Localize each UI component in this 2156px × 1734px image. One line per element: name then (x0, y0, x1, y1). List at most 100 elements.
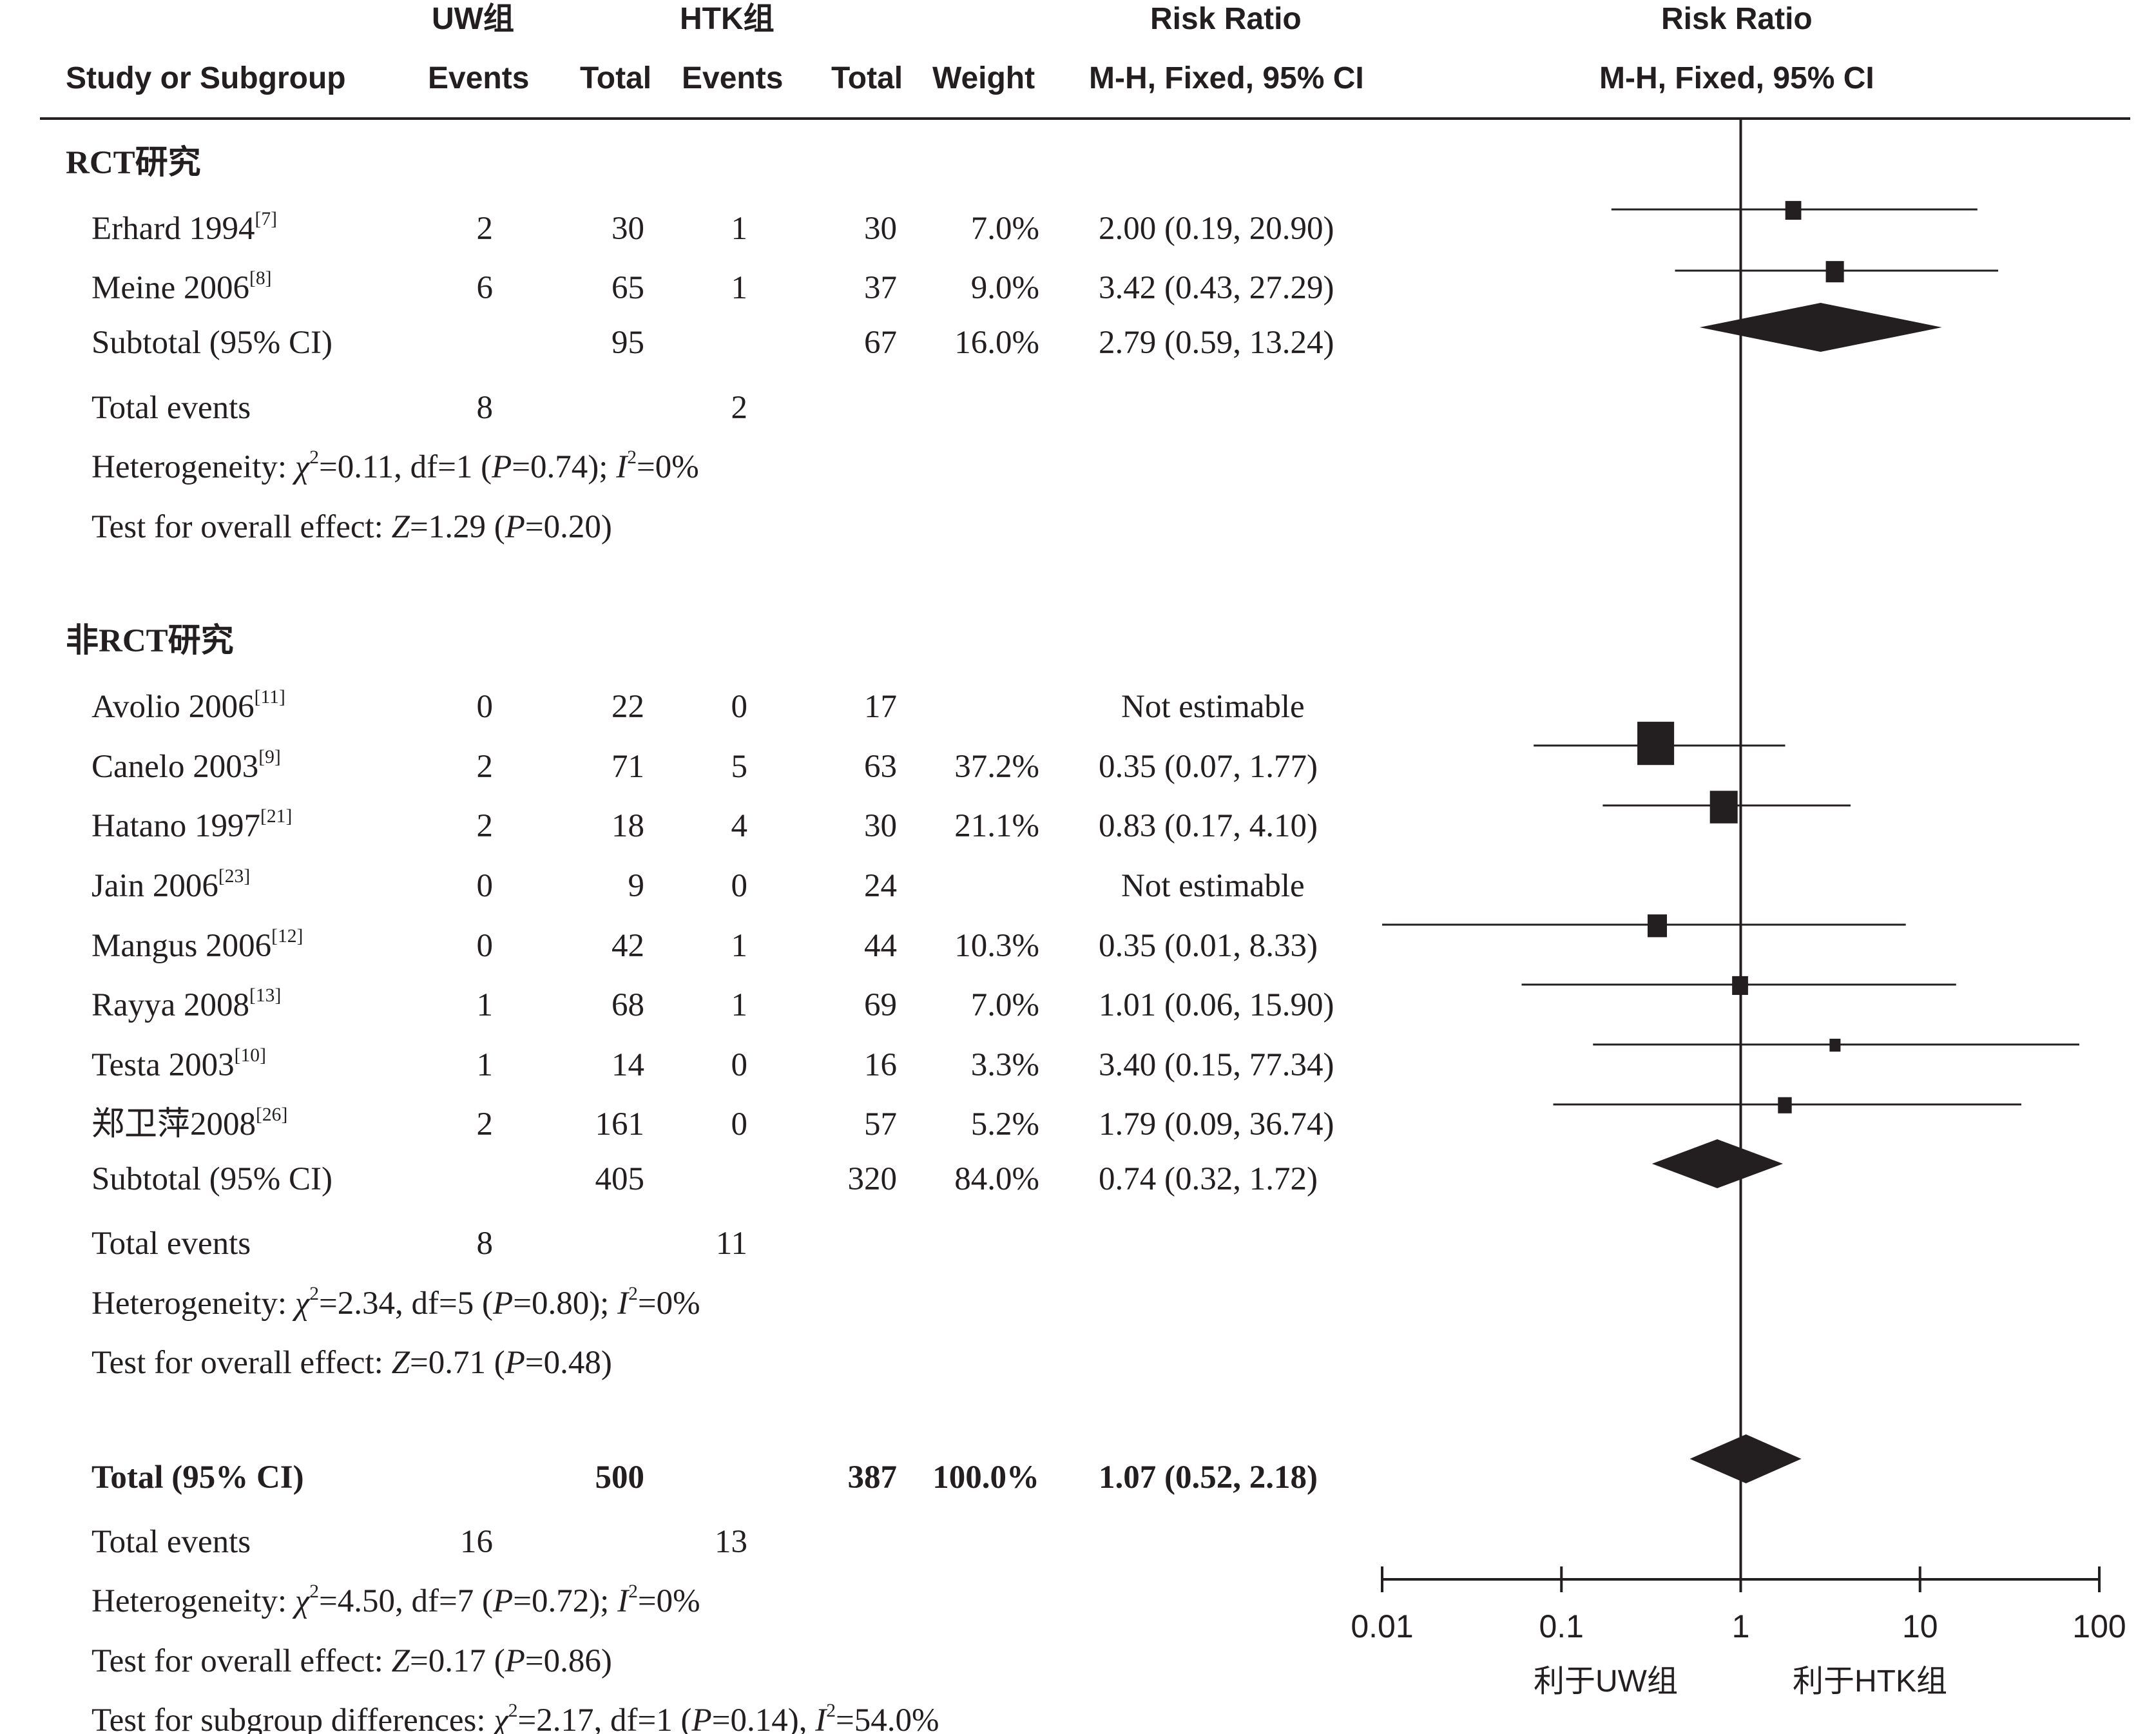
total-events2: 13 (715, 1524, 747, 1560)
events2-column-header: Events (682, 61, 784, 95)
ci-cell: 0.35 (0.07, 1.77) (1099, 749, 1318, 785)
subtotal-label: Subtotal (95% CI) (91, 325, 332, 361)
study-name: Hatano 1997[21] (91, 805, 293, 844)
heterogeneity-line: Heterogeneity: χ2=2.34, df=5 (P=0.80); I… (91, 1283, 700, 1322)
study-effect-square (1829, 1039, 1841, 1052)
events1-cell: 2 (476, 1106, 494, 1142)
study-reference: [12] (271, 925, 303, 947)
total1-cell: 68 (611, 987, 644, 1023)
study-effect-square (1732, 976, 1748, 996)
study-name: Rayya 2008[13] (91, 985, 282, 1023)
weight-cell: 7.0% (970, 987, 1039, 1023)
study-reference: [10] (234, 1045, 266, 1066)
group2-header: HTK组 (680, 2, 775, 36)
weight-cell: 10.3% (954, 928, 1039, 964)
events1-cell: 1 (476, 1047, 494, 1083)
study-name: Erhard 1994[7] (91, 208, 278, 247)
events2-cell: 1 (731, 270, 748, 306)
total-events1: 16 (460, 1524, 493, 1560)
subtotal-total2: 67 (864, 325, 897, 361)
total2-cell: 57 (864, 1106, 897, 1142)
plot-column-header: M-H, Fixed, 95% CI (1599, 61, 1874, 95)
total1-cell: 9 (628, 868, 645, 904)
weight-cell: 9.0% (970, 270, 1039, 306)
study-reference: [7] (255, 208, 278, 229)
events1-cell: 2 (476, 749, 494, 785)
study-name: Canelo 2003[9] (91, 746, 281, 785)
total-weight: 100.0% (932, 1459, 1039, 1496)
study-name: Mangus 2006[12] (91, 925, 303, 964)
total2-cell: 37 (864, 270, 897, 306)
total-events-label: Total events (91, 390, 251, 426)
weight-cell: 5.2% (970, 1106, 1039, 1142)
subtotal-total1: 95 (611, 325, 644, 361)
total2-cell: 30 (864, 808, 897, 844)
study-name: Jain 2006[23] (91, 865, 251, 904)
pooled-diamond (1689, 1434, 1802, 1483)
study-effect-square (1825, 261, 1844, 283)
total-label: Total (95% CI) (91, 1459, 304, 1496)
subtotal-total1: 405 (595, 1161, 645, 1197)
events2-cell: 0 (731, 1047, 748, 1083)
events1-column-header: Events (428, 61, 530, 95)
total2-cell: 63 (864, 749, 897, 785)
heterogeneity-line: Heterogeneity: χ2=0.11, df=1 (P=0.74); I… (91, 447, 699, 485)
subtotal-ci: 2.79 (0.59, 13.24) (1099, 325, 1334, 361)
study-effect-square (1778, 1097, 1792, 1113)
total1-cell: 71 (611, 749, 644, 785)
study-reference: [11] (254, 686, 285, 708)
overall-effect-line: Test for overall effect: Z=0.17 (P=0.86) (91, 1643, 612, 1679)
study-effect-square (1785, 200, 1802, 220)
group1-header: UW组 (432, 2, 514, 36)
study-name: 郑卫萍2008[26] (91, 1104, 288, 1142)
subgroup-title: 非RCT研究 (66, 623, 234, 659)
total-events1: 8 (476, 390, 494, 426)
events1-cell: 0 (476, 868, 494, 904)
heterogeneity-line: Heterogeneity: χ2=4.50, df=7 (P=0.72); I… (91, 1581, 700, 1619)
study-reference: [13] (249, 985, 282, 1006)
weight-cell: 21.1% (954, 808, 1039, 844)
events1-cell: 0 (476, 928, 494, 964)
total-events1: 8 (476, 1226, 494, 1262)
ci-cell: 3.40 (0.15, 77.34) (1099, 1047, 1334, 1083)
events2-cell: 0 (731, 868, 748, 904)
weight-cell: 7.0% (970, 211, 1039, 247)
total2-cell: 17 (864, 689, 897, 725)
favours-uw-label: 利于UW组 (1534, 1664, 1678, 1699)
total1-cell: 42 (611, 928, 644, 964)
total1-column-header: Total (580, 61, 652, 95)
total-events-label: Total events (91, 1524, 251, 1560)
header-divider (40, 117, 2130, 120)
x-axis-tick-label: 0.01 (1351, 1608, 1413, 1644)
x-axis-tick-label: 0.1 (1539, 1608, 1584, 1644)
ci-column-header: M-H, Fixed, 95% CI (1089, 61, 1364, 95)
rr-header-title: Risk Ratio (1150, 2, 1302, 36)
subgroup-title: RCT研究 (66, 145, 201, 181)
total-ci: 1.07 (0.52, 2.18) (1099, 1459, 1318, 1496)
events1-cell: 2 (476, 808, 494, 844)
events2-cell: 1 (731, 987, 748, 1023)
events2-cell: 0 (731, 1106, 748, 1142)
events2-cell: 4 (731, 808, 748, 844)
pooled-diamond (1651, 1139, 1784, 1188)
ci-cell: 2.00 (0.19, 20.90) (1099, 211, 1334, 247)
study-effect-square (1637, 722, 1675, 766)
events2-cell: 0 (731, 689, 748, 725)
total1-cell: 14 (611, 1047, 644, 1083)
total-events2: 11 (715, 1226, 747, 1262)
total2-cell: 44 (864, 928, 897, 964)
study-name: Meine 2006[8] (91, 267, 272, 306)
weight-cell: 37.2% (954, 749, 1039, 785)
pooled-diamond (1699, 303, 1942, 352)
subtotal-label: Subtotal (95% CI) (91, 1161, 332, 1197)
ci-cell: 0.35 (0.01, 8.33) (1099, 928, 1318, 964)
study-effect-square (1647, 914, 1668, 938)
total-events2: 2 (731, 390, 748, 426)
subtotal-weight: 84.0% (954, 1161, 1039, 1197)
ci-cell: 1.79 (0.09, 36.74) (1099, 1106, 1334, 1142)
study-reference: [23] (218, 865, 251, 887)
study-name: Avolio 2006[11] (91, 686, 285, 725)
ci-cell: Not estimable (1121, 689, 1305, 725)
events1-cell: 0 (476, 689, 494, 725)
